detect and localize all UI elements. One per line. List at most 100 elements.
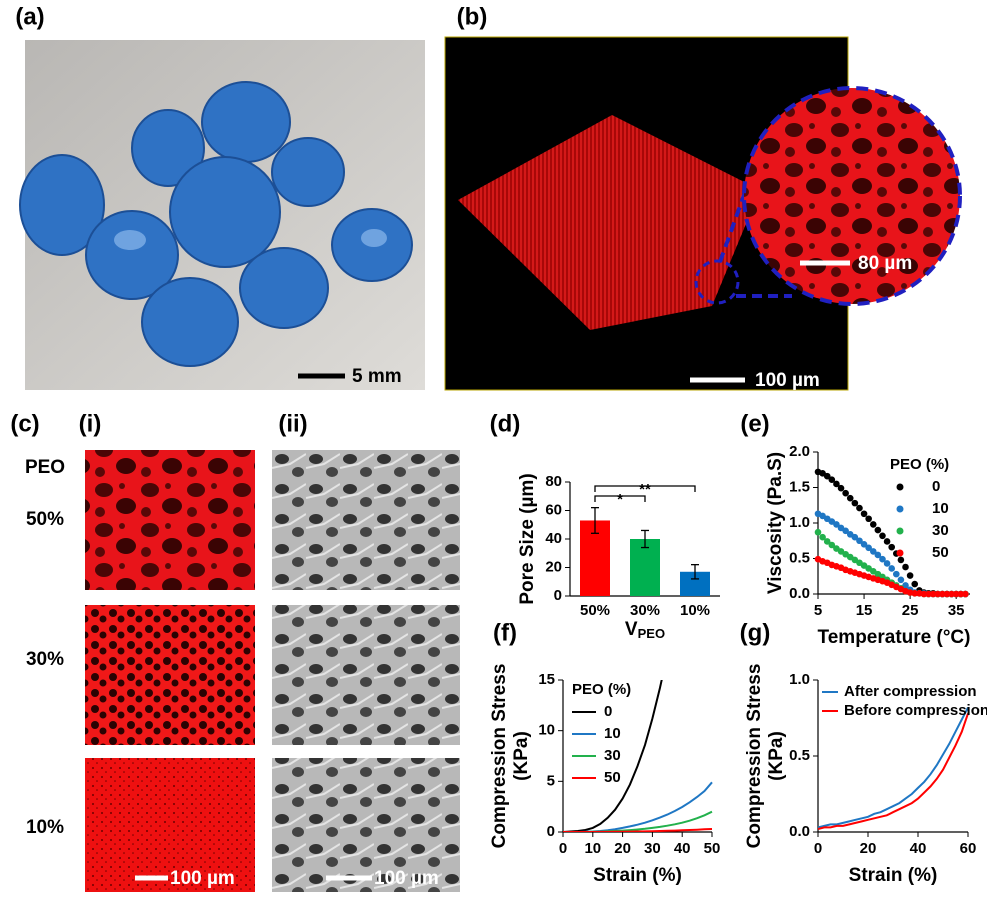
- error-bar: [591, 506, 599, 534]
- data-point: [929, 590, 937, 598]
- bar: [630, 539, 660, 596]
- x-tick-label: 15: [856, 602, 873, 619]
- y-tick-label: 0.0: [789, 585, 810, 602]
- legend-title: PEO (%): [890, 456, 949, 473]
- data-point: [851, 499, 859, 507]
- data-point: [842, 489, 849, 497]
- x-axis-label: Strain (%): [593, 865, 682, 886]
- confocal-image: [85, 450, 255, 590]
- data-point: [911, 589, 919, 597]
- data-point: [906, 572, 914, 579]
- data-point: [939, 590, 946, 598]
- significance-bracket: [594, 485, 696, 492]
- significance-label: **: [639, 481, 651, 498]
- scaffold-render: [458, 115, 760, 330]
- x-tick-label: 30: [644, 840, 661, 857]
- legend-label: 0: [604, 703, 612, 720]
- legend-label: 30: [604, 747, 621, 764]
- sem-image: [272, 758, 460, 892]
- data-point: [856, 537, 863, 545]
- data-point: [957, 590, 965, 598]
- column-label: (ii): [278, 410, 307, 437]
- scale-bar-label: 100 µm: [755, 370, 820, 391]
- panel-label: (a): [15, 3, 44, 30]
- x-tick-label: 50%: [580, 602, 610, 619]
- x-tick-label: 35: [948, 602, 965, 619]
- y-tick-label: 5: [547, 772, 555, 789]
- legend-label: 50: [932, 544, 949, 561]
- legend-marker: [896, 549, 904, 557]
- row-label: 10%: [26, 817, 64, 838]
- data-point: [833, 521, 840, 528]
- data-point: [879, 532, 886, 540]
- data-point: [833, 480, 840, 488]
- legend-marker: [896, 505, 904, 513]
- scale-bar-label: 100 µm: [374, 868, 439, 889]
- row-title: PEO: [25, 457, 65, 478]
- legend-label: 10: [932, 500, 949, 517]
- sem-image: [272, 605, 460, 745]
- data-point: [874, 526, 882, 534]
- y-tick-label: 0: [547, 823, 555, 840]
- data-line: [563, 828, 713, 832]
- y-tick-label: 1.5: [789, 478, 810, 495]
- legend-marker: [896, 483, 904, 491]
- data-point: [819, 533, 826, 541]
- panel-label: (g): [740, 619, 771, 646]
- significance-bracket: [594, 495, 646, 502]
- data-line: [563, 781, 713, 832]
- column-label: (i): [79, 410, 102, 437]
- y-tick-label: 60: [545, 501, 562, 518]
- data-point: [869, 521, 877, 528]
- data-point: [879, 555, 886, 563]
- y-tick-label: 0: [554, 587, 562, 604]
- x-axis-label-sub: PEO: [638, 626, 665, 641]
- confocal-image: [85, 758, 255, 892]
- x-tick-label: 0: [559, 840, 567, 857]
- x-axis-label-main: V: [625, 619, 638, 640]
- x-tick-label: 30%: [630, 602, 660, 619]
- data-line: [563, 810, 713, 832]
- error-bar: [641, 529, 649, 549]
- data-point: [856, 504, 863, 512]
- y-tick-label: 1.0: [789, 671, 810, 688]
- data-point: [883, 538, 891, 545]
- scale-bar-label: 100 µm: [170, 868, 235, 889]
- x-tick-label: 5: [814, 602, 822, 619]
- data-point: [962, 590, 969, 598]
- data-point: [897, 556, 905, 564]
- y-tick-label: 80: [545, 473, 562, 490]
- legend-label: Before compression: [844, 702, 987, 719]
- x-tick-label: 20: [860, 840, 877, 857]
- significance-label: *: [617, 491, 623, 508]
- legend-label: After compression: [844, 683, 977, 700]
- data-point: [925, 590, 932, 598]
- panel-label: (e): [740, 410, 769, 437]
- data-point: [823, 538, 831, 545]
- data-point: [828, 541, 836, 549]
- y-tick-label: 0.5: [789, 747, 810, 764]
- panel-label: (b): [457, 3, 488, 30]
- data-point: [948, 590, 955, 598]
- zoom-region: [694, 259, 740, 305]
- x-tick-label: 50: [704, 840, 721, 857]
- data-point: [883, 560, 891, 567]
- data-point: [952, 590, 960, 598]
- data-point: [860, 510, 868, 518]
- legend-label: 30: [932, 522, 949, 539]
- panel-label: (c): [10, 410, 39, 437]
- data-line: [818, 706, 969, 829]
- x-axis-label: Temperature (°C): [818, 627, 971, 648]
- data-point: [911, 580, 919, 588]
- data-point: [865, 515, 872, 523]
- data-point: [902, 563, 909, 571]
- data-point: [869, 548, 877, 555]
- row-label: 50%: [26, 509, 64, 530]
- x-axis-label-main: Strain (%): [849, 865, 938, 886]
- legend-marker: [896, 527, 904, 535]
- data-point: [893, 570, 900, 578]
- x-axis-label-main: Strain (%): [593, 865, 682, 886]
- x-tick-label: 10%: [680, 602, 710, 619]
- y-axis-label: Pore Size (µm): [517, 473, 538, 604]
